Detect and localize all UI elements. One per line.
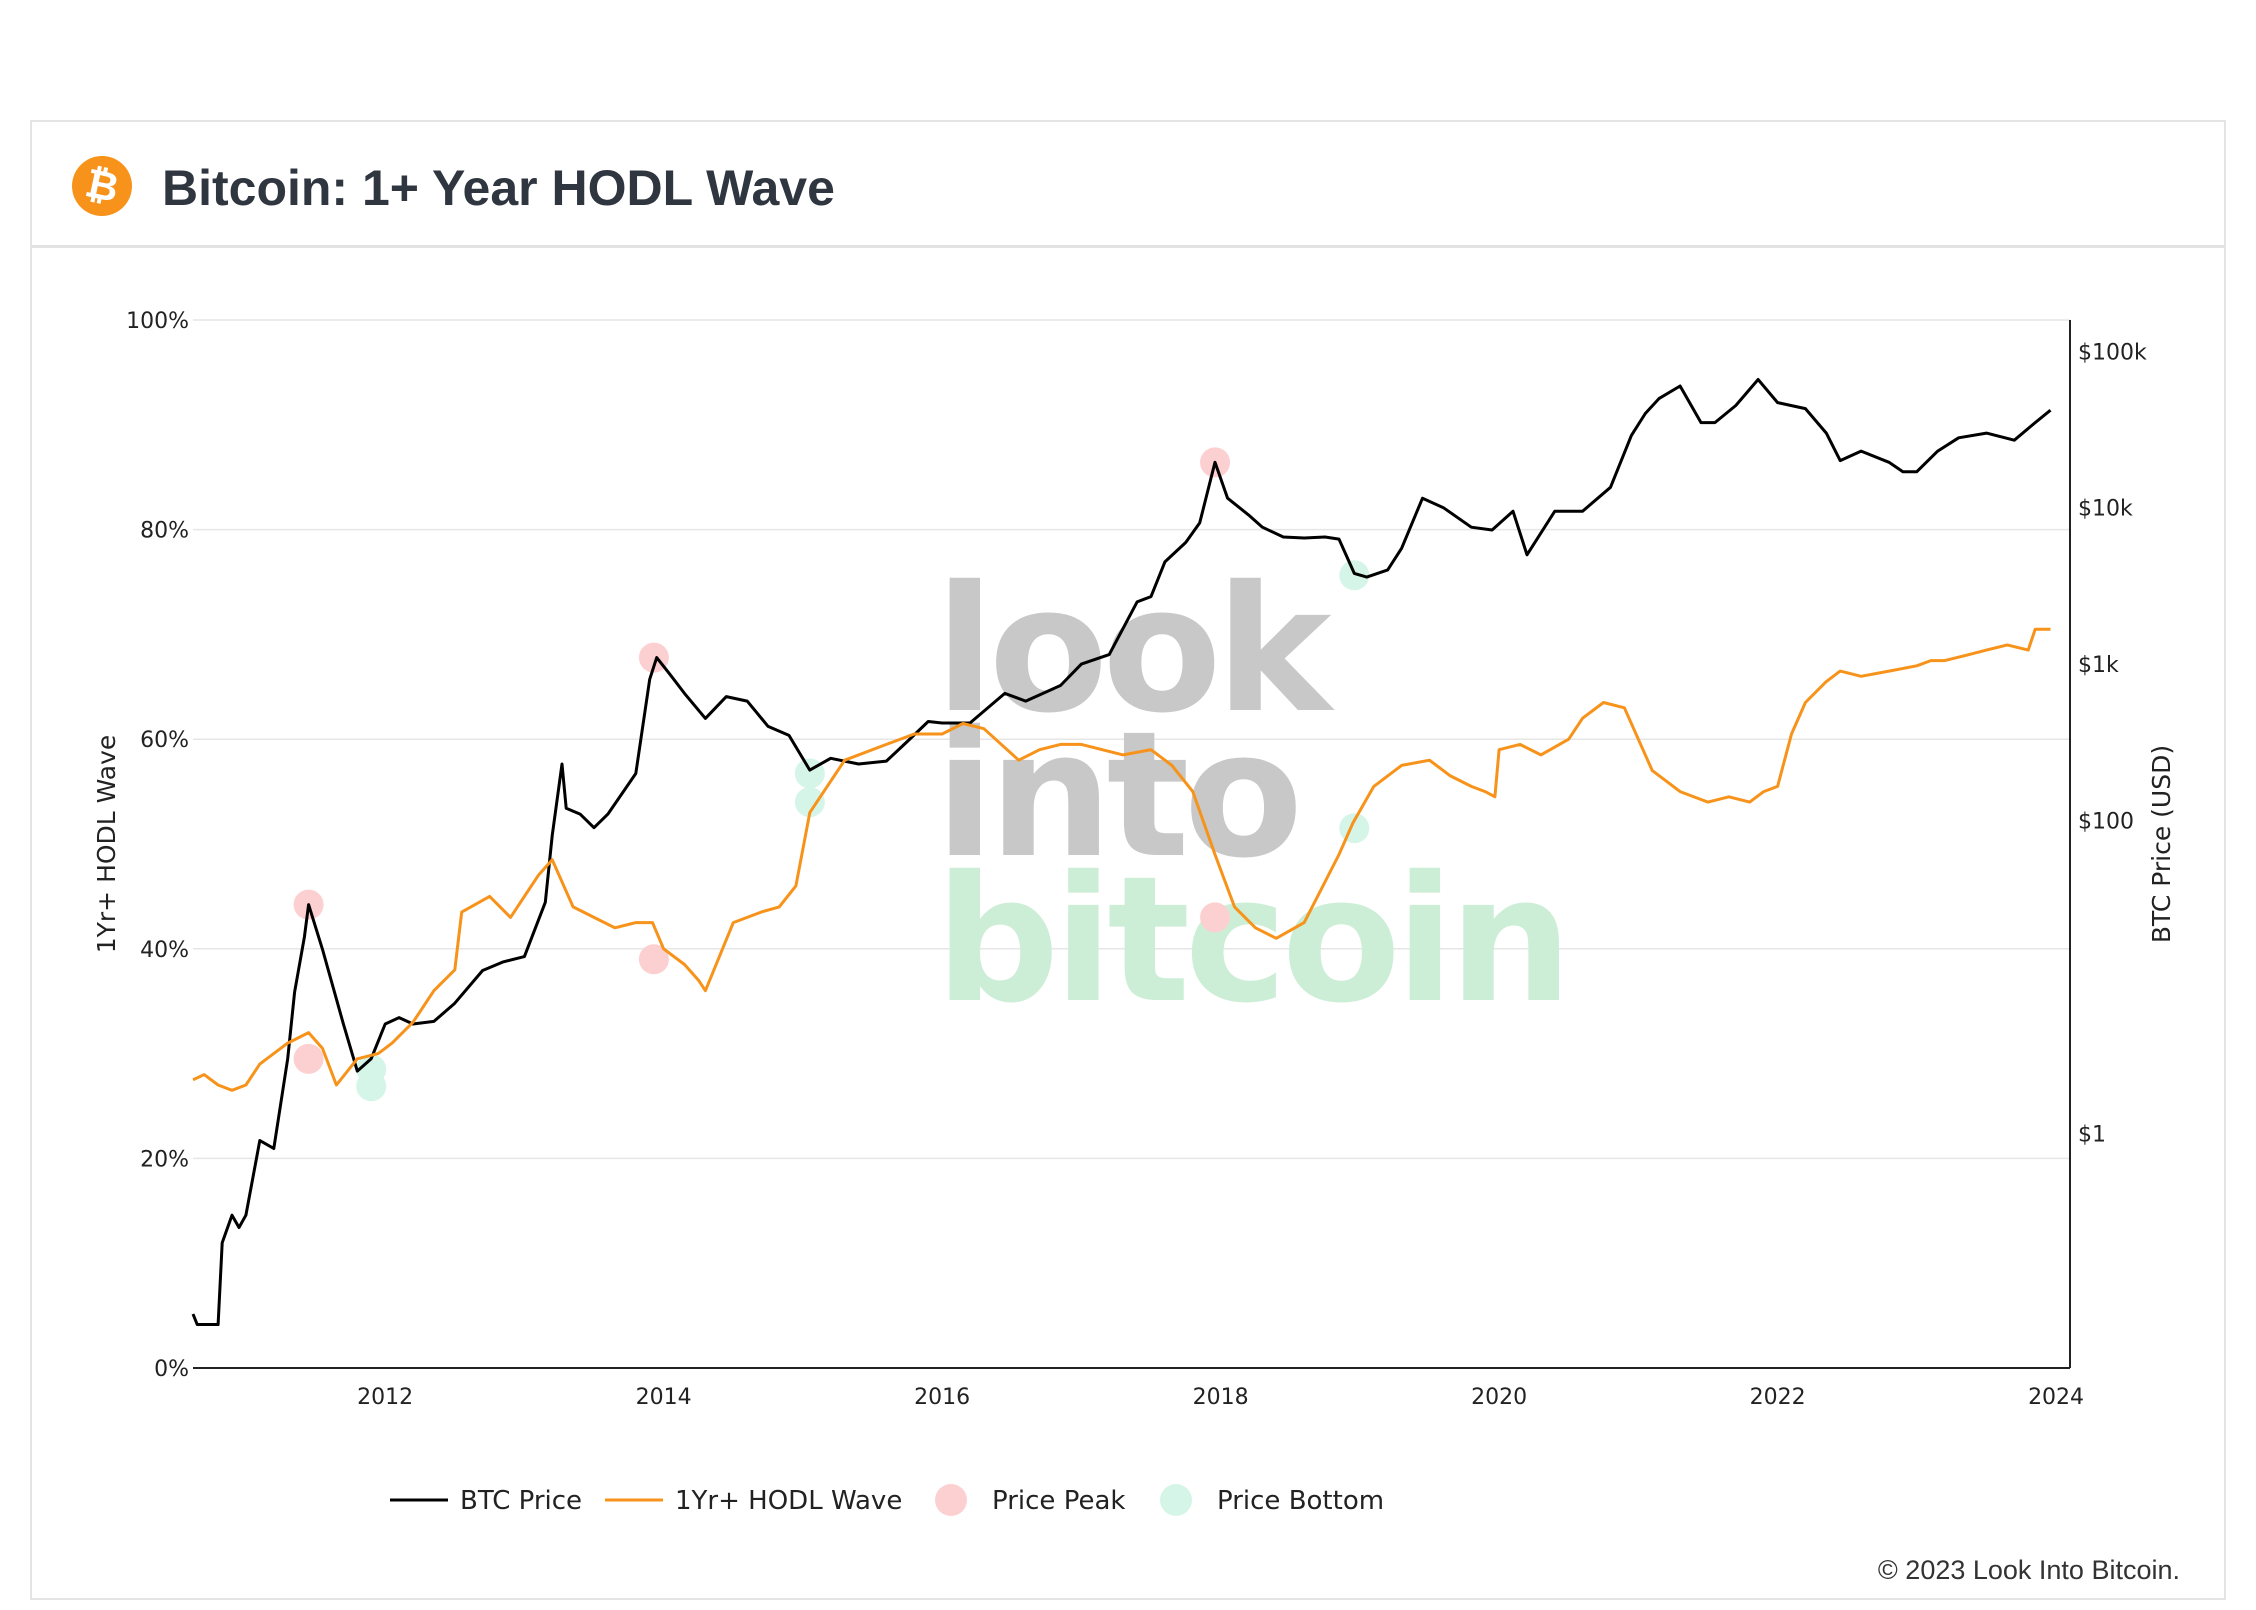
y-tick-label: 80% [140,519,189,544]
y-tick-label: 100% [126,309,189,334]
x-tick-label: 2014 [636,1385,692,1410]
watermark-line-into: into [935,694,1297,897]
y2-axis-title: BTC Price (USD) [2147,745,2176,943]
legend-hodl-wave-label: 1Yr+ HODL Wave [675,1486,902,1516]
price-peak-marker [293,1043,324,1074]
watermark-line-look: look [935,549,1336,752]
legend-price-bottom-label: Price Bottom [1217,1486,1384,1516]
y2-tick-label: $100k [2078,340,2147,365]
x-tick-label: 2024 [2028,1385,2084,1410]
card-header: ₿ Bitcoin: 1+ Year HODL Wave [32,122,2224,248]
y-axis-title: 1Yr+ HODL Wave [92,735,121,954]
price-bottom-marker [1339,560,1370,591]
price-bottom-marker [794,787,825,818]
x-tick-label: 2012 [357,1385,413,1410]
y-tick-label: 60% [140,728,189,753]
y2-tick-label: $10k [2078,497,2133,522]
watermark: look into bitcoin [935,549,1573,1042]
watermark-line-bitcoin: bitcoin [935,839,1567,1042]
x-tick-label: 2018 [1193,1385,1249,1410]
y2-tick-label: $100 [2078,810,2134,835]
x-tick-label: 2022 [1750,1385,1806,1410]
y-tick-label: 20% [140,1147,189,1172]
series [191,378,2052,1326]
copyright: © 2023 Look Into Bitcoin. [1877,1555,2180,1585]
price-peak-marker [1200,902,1231,933]
page-title: Bitcoin: 1+ Year HODL Wave [162,160,835,216]
legend-price-bottom-swatch [1160,1484,1192,1516]
y-tick-label: 0% [154,1357,189,1382]
x-tick-label: 2016 [914,1385,970,1410]
legend: BTC Price 1Yr+ HODL Wave Price Peak Price B… [390,1484,1384,1516]
grid-lines [193,319,2070,1160]
legend-price-peak-label: Price Peak [992,1486,1125,1516]
btc-price-line [191,378,2052,1326]
y2-tick-label: $1k [2078,653,2119,678]
price-bottom-marker [356,1054,387,1085]
x-tick-label: 2020 [1471,1385,1527,1410]
price-peak-marker [638,944,669,975]
y-tick-label: 40% [140,938,189,963]
legend-btc-price-label: BTC Price [460,1486,582,1516]
y2-tick-label: $1 [2078,1122,2106,1147]
hodl-wave-line [192,627,2051,1092]
chart-card: ₿ Bitcoin: 1+ Year HODL Wave © 2023 Look… [30,120,2226,1600]
legend-price-peak-swatch [935,1484,967,1516]
axes: 0% 20% 40% 60% 80% 100% $1 $100 $1k $10k $100k 2012… [92,309,2176,1410]
